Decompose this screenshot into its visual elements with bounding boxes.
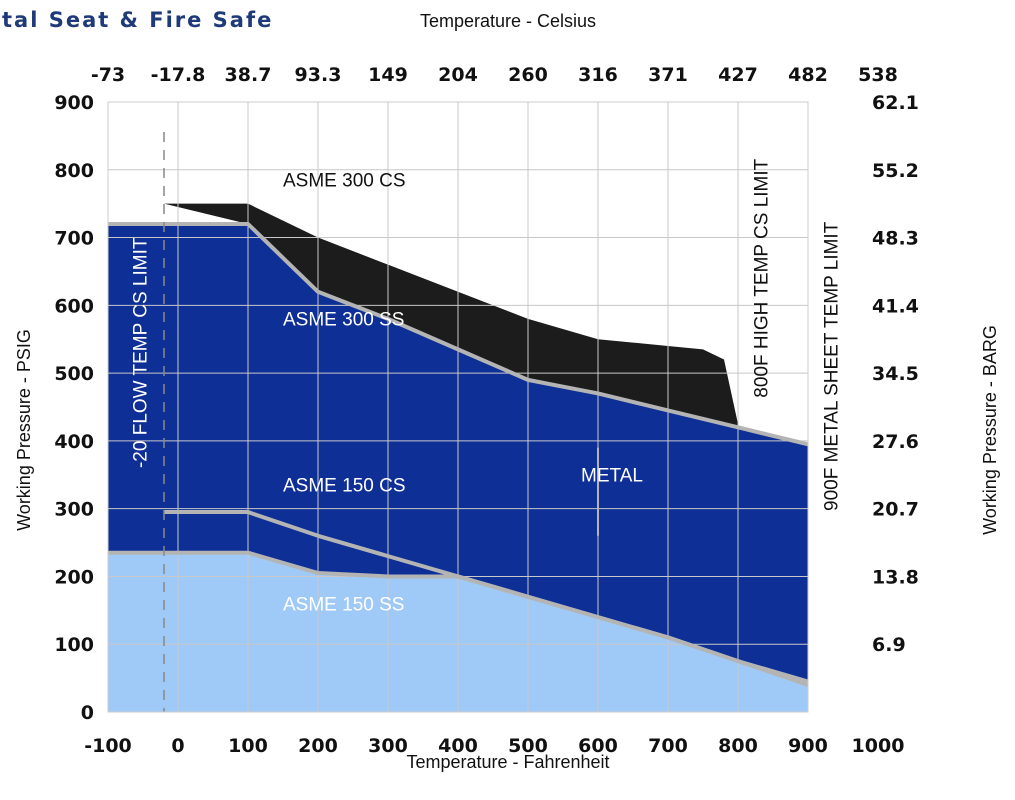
x-tick-label-top: 482 — [788, 64, 828, 86]
x-tick-label-bottom: 700 — [648, 735, 688, 757]
x-tick-label-bottom: 100 — [228, 735, 268, 757]
page-title: tal Seat & Fire Safe — [2, 8, 273, 32]
y-tick-label-right: 27.6 — [872, 431, 919, 453]
x-tick-label-bottom: 500 — [508, 735, 548, 757]
x-tick-label-top: 316 — [578, 64, 618, 86]
y-tick-label-left: 600 — [54, 295, 94, 317]
y-tick-label-left: 0 — [81, 702, 94, 724]
annotation-label: ASME 300 CS — [283, 171, 406, 192]
x-tick-label-top: 204 — [438, 64, 478, 86]
x-tick-label-bottom: -100 — [84, 735, 132, 757]
annotation-label: 800F HIGH TEMP CS LIMIT — [751, 158, 772, 397]
y-tick-label-right: 34.5 — [872, 363, 919, 385]
x-tick-label-top: 538 — [858, 64, 898, 86]
top-axis-title: Temperature - Celsius — [420, 11, 596, 31]
x-tick-label-bottom: 400 — [438, 735, 478, 757]
annotation-label: METAL — [581, 466, 643, 487]
tick-labels: -100 0 100 200 300 400 500 600 700 800 900 1000-73-… — [54, 64, 919, 757]
annotation-label: 900F METAL SHEET TEMP LIMIT — [821, 221, 842, 511]
y-axis-title-right: Working Pressure - BARG — [980, 325, 1000, 535]
x-tick-label-top: 93.3 — [295, 64, 342, 86]
y-tick-label-right: 41.4 — [872, 295, 919, 317]
x-tick-label-bottom: 200 — [298, 735, 338, 757]
y-tick-label-left: 300 — [54, 499, 94, 521]
annotation-label: -20 FLOW TEMP CS LIMIT — [131, 237, 152, 468]
y-tick-label-right: 20.7 — [872, 499, 919, 521]
y-tick-label-right: 13.8 — [872, 566, 919, 588]
x-tick-label-top: 149 — [368, 64, 408, 86]
x-tick-label-bottom: 300 — [368, 735, 408, 757]
x-tick-label-bottom: 900 — [788, 735, 828, 757]
annotation-label: ASME 300 SS — [283, 310, 404, 331]
y-tick-label-right: 62.1 — [872, 92, 919, 114]
y-tick-label-left: 700 — [54, 228, 94, 250]
y-tick-label-left: 400 — [54, 431, 94, 453]
x-tick-label-top: 427 — [718, 64, 758, 86]
series-line-asme-300-ss — [108, 222, 809, 447]
x-tick-label-bottom: 1000 — [852, 735, 905, 757]
annotation-label: ASME 150 SS — [283, 594, 404, 615]
region-labels: ASME 300 CS ASME 300 SS ASME 150 CS METAL AS… — [131, 158, 843, 615]
x-tick-label-top: -17.8 — [151, 64, 206, 86]
y-tick-label-left: 100 — [54, 634, 94, 656]
x-tick-label-bottom: 600 — [578, 735, 618, 757]
x-tick-label-top: 371 — [648, 64, 688, 86]
series-line-asme-150-ss — [108, 550, 809, 687]
x-tick-label-top: 260 — [508, 64, 548, 86]
y-tick-label-right: 6.9 — [872, 634, 906, 656]
y-axis-title-left: Working Pressure - PSIG — [14, 329, 34, 531]
y-tick-label-right: 48.3 — [872, 228, 919, 250]
y-tick-label-right: 55.2 — [872, 160, 919, 182]
x-tick-label-bottom: 0 — [171, 735, 184, 757]
y-tick-label-left: 800 — [54, 160, 94, 182]
y-tick-label-left: 200 — [54, 566, 94, 588]
x-tick-label-bottom: 800 — [718, 735, 758, 757]
plot-area — [107, 101, 809, 713]
x-axis-title: Temperature - Fahrenheit — [406, 752, 609, 772]
annotation-label: ASME 150 CS — [283, 476, 406, 497]
y-tick-label-left: 900 — [54, 92, 94, 114]
series-area-asme-300-cs — [164, 203, 738, 428]
x-tick-label-top: 38.7 — [225, 64, 272, 86]
x-tick-label-top: -73 — [91, 64, 125, 86]
y-tick-label-left: 500 — [54, 363, 94, 385]
plot-frame — [107, 101, 809, 713]
